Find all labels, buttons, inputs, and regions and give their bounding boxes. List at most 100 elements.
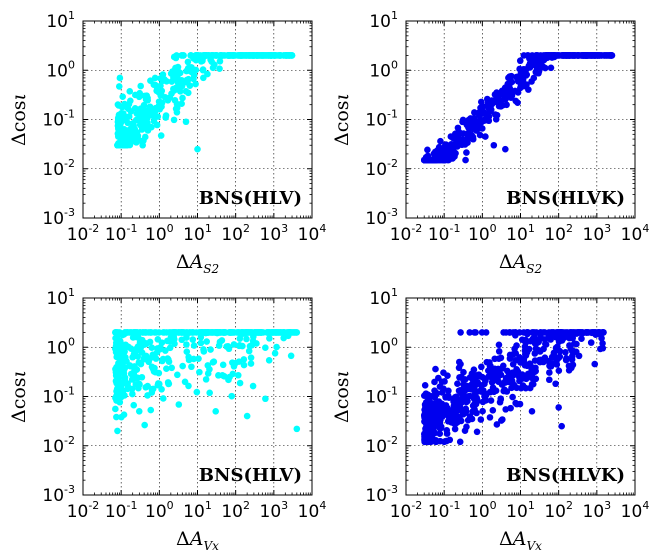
scatter-point bbox=[566, 342, 573, 349]
scatter-point bbox=[172, 64, 180, 72]
scatter-point bbox=[147, 77, 154, 85]
scatter-point bbox=[147, 406, 155, 414]
scatter-point bbox=[136, 117, 143, 124]
scatter-point bbox=[184, 58, 192, 66]
scatter-point bbox=[113, 413, 120, 421]
scatter-point bbox=[525, 86, 532, 93]
scatter-point bbox=[137, 344, 145, 351]
scatter-point bbox=[176, 88, 184, 95]
scatter-point bbox=[459, 393, 467, 401]
scatter-point bbox=[553, 361, 561, 368]
x-tick-label: 103 bbox=[583, 222, 612, 245]
scatter-point bbox=[123, 104, 131, 111]
scatter-point bbox=[165, 329, 173, 336]
scatter-point bbox=[457, 329, 464, 336]
scatter-point bbox=[185, 353, 192, 361]
scatter-point bbox=[486, 414, 494, 421]
scatter-point bbox=[558, 337, 566, 344]
scatter-point bbox=[445, 387, 452, 395]
scatter-point bbox=[205, 329, 212, 336]
x-tick-label: 10-1 bbox=[105, 499, 138, 522]
scatter-point bbox=[175, 401, 183, 408]
scatter-point bbox=[229, 370, 237, 378]
scatter-point bbox=[569, 334, 576, 342]
scatter-point bbox=[520, 52, 528, 59]
scatter-point bbox=[438, 389, 446, 396]
scatter-point bbox=[523, 81, 530, 88]
scatter-point bbox=[235, 358, 243, 365]
scatter-point bbox=[437, 137, 444, 145]
scatter-point bbox=[421, 382, 429, 389]
scatter-point bbox=[477, 416, 485, 423]
scatter-point bbox=[114, 141, 121, 149]
scatter-point bbox=[466, 120, 474, 128]
scatter-point bbox=[509, 393, 516, 401]
scatter-point bbox=[236, 379, 244, 387]
scatter-point bbox=[556, 353, 564, 361]
x-tick-label: 104 bbox=[621, 222, 650, 245]
scatter-point bbox=[141, 113, 148, 121]
y-tick-label: 10-1 bbox=[42, 385, 75, 408]
scatter-point bbox=[200, 348, 208, 355]
x-tick-label: 104 bbox=[298, 499, 327, 522]
x-axis-label: ΔAVx bbox=[499, 528, 542, 553]
scatter-point bbox=[129, 353, 136, 361]
scatter-point bbox=[234, 371, 242, 379]
scatter-point bbox=[141, 92, 148, 100]
scatter-point bbox=[438, 155, 446, 162]
scatter-point bbox=[204, 70, 211, 78]
scatter-point bbox=[587, 339, 595, 346]
scatter-point bbox=[484, 99, 492, 106]
scatter-point bbox=[501, 386, 508, 393]
x-tick-label: 10-1 bbox=[428, 499, 461, 522]
scatter-point bbox=[247, 360, 255, 367]
scatter-point bbox=[445, 394, 453, 401]
scatter-point bbox=[223, 343, 230, 350]
scatter-point bbox=[141, 133, 149, 141]
scatter-point bbox=[203, 338, 211, 345]
scatter-point bbox=[219, 361, 227, 369]
y-tick-label: 10-2 bbox=[365, 434, 398, 457]
scatter-point bbox=[476, 131, 484, 139]
scatter-point bbox=[173, 109, 181, 116]
scatter-point bbox=[520, 357, 528, 364]
x-tick-label: 10-2 bbox=[390, 499, 423, 522]
panel-bottom-right: 10-2 10-1 100 101 102 103 10410-310-210-110010… bbox=[331, 286, 649, 553]
scatter-point bbox=[555, 404, 562, 411]
scatter-point bbox=[151, 74, 159, 82]
y-tick-label: 100 bbox=[46, 58, 75, 81]
scatter-point bbox=[190, 75, 197, 83]
scatter-point bbox=[502, 145, 509, 153]
scatter-point bbox=[437, 149, 445, 157]
scatter-point bbox=[163, 337, 171, 345]
scatter-point bbox=[522, 352, 530, 359]
scatter-point bbox=[469, 408, 476, 415]
scatter-point bbox=[190, 342, 198, 349]
scatter-point bbox=[197, 339, 205, 347]
scatter-point bbox=[444, 372, 451, 379]
scatter-point bbox=[468, 415, 476, 423]
scatter-point bbox=[151, 107, 159, 115]
scatter-point bbox=[514, 77, 522, 85]
scatter-point bbox=[473, 396, 481, 403]
scatter-point bbox=[426, 417, 433, 425]
x-tick-label: 101 bbox=[506, 222, 535, 245]
scatter-point bbox=[132, 347, 139, 355]
y-tick-label: 10-1 bbox=[365, 385, 398, 408]
scatter-point bbox=[159, 329, 167, 336]
scatter-point bbox=[262, 344, 269, 352]
scatter-point bbox=[162, 347, 169, 354]
scatter-point bbox=[132, 329, 140, 336]
scatter-point bbox=[481, 375, 488, 382]
scatter-point bbox=[480, 103, 487, 110]
x-tick-label: 102 bbox=[544, 499, 573, 522]
scatter-point bbox=[514, 89, 522, 96]
y-tick-label: 10-1 bbox=[42, 108, 75, 131]
scatter-point bbox=[461, 376, 469, 383]
scatter-point bbox=[442, 141, 450, 148]
scatter-point bbox=[118, 103, 126, 111]
scatter-point bbox=[493, 421, 501, 428]
scatter-point bbox=[149, 112, 157, 120]
scatter-point bbox=[552, 380, 559, 388]
